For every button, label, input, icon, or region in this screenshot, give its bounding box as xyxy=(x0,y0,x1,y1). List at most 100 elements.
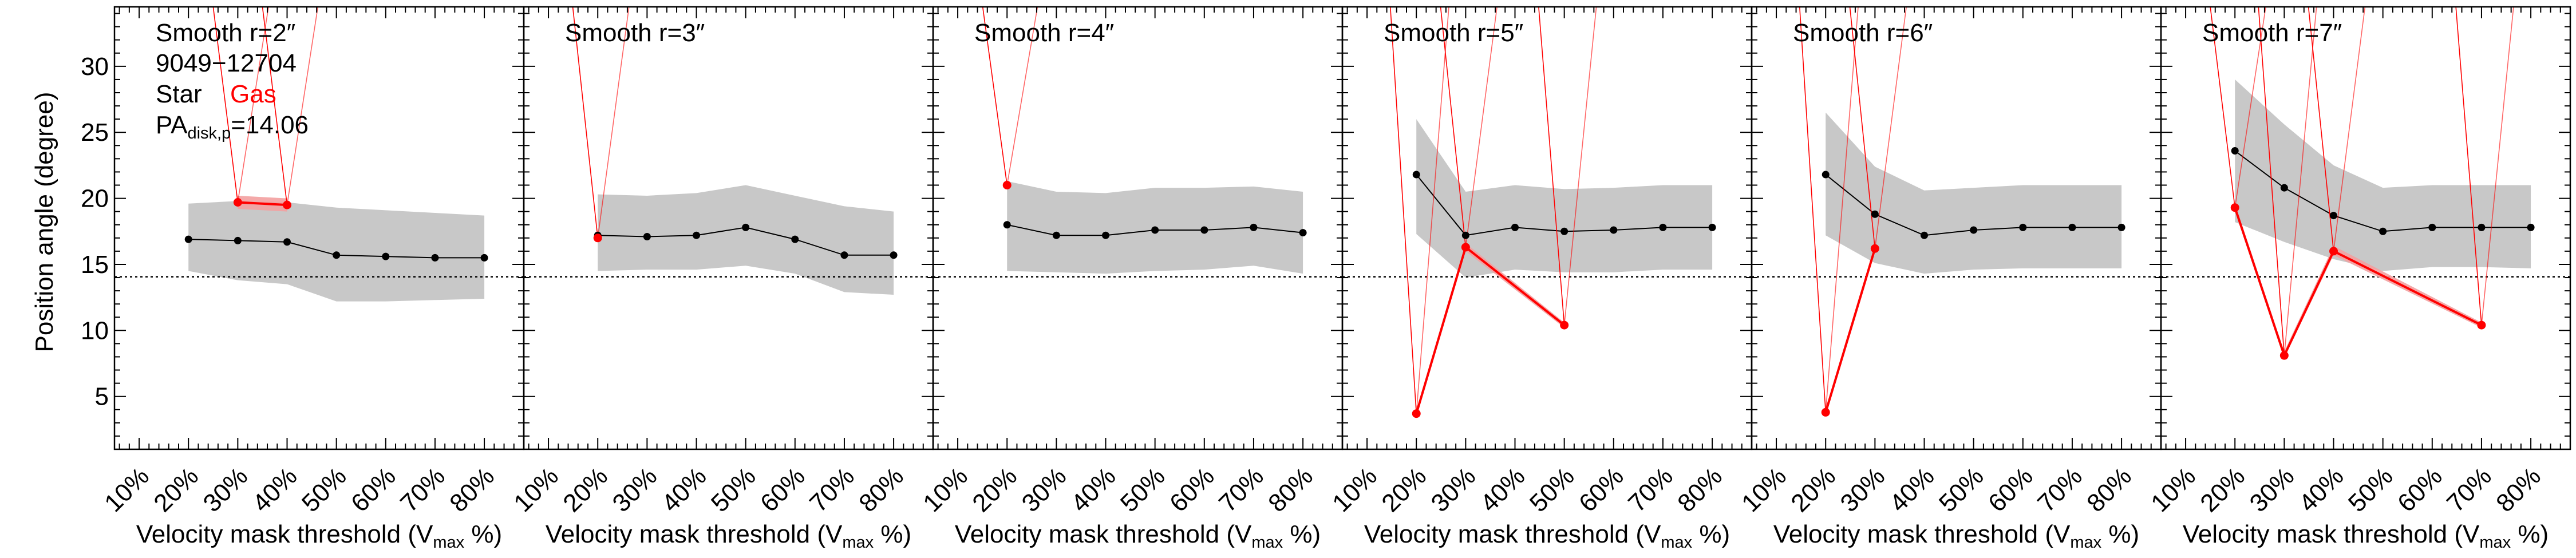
gas-point xyxy=(2230,203,2239,212)
x-axis-label-prefix: Velocity mask threshold (V xyxy=(136,520,433,548)
gas-ray xyxy=(286,7,319,205)
panel-title: Smooth r=4″ xyxy=(974,19,1114,47)
gas-point xyxy=(1461,243,1470,252)
pa-disk-label: PAdisk,p=14.06 xyxy=(156,111,309,143)
gas-legend-label: Gas xyxy=(230,80,276,108)
star-point xyxy=(742,223,750,231)
x-tick-label: 80% xyxy=(1263,462,1318,517)
star-point xyxy=(1822,171,1830,179)
x-tick-label: 70% xyxy=(1214,462,1269,517)
star-point xyxy=(2280,184,2288,192)
pa-value: =14.06 xyxy=(231,111,309,139)
gas-ray xyxy=(1465,7,1498,248)
plot-area xyxy=(1752,7,2161,417)
x-tick-label: 50% xyxy=(1524,462,1580,517)
x-tick-label: 80% xyxy=(2491,462,2546,517)
x-tick-label: 10% xyxy=(2146,462,2201,517)
x-tick-label: 30% xyxy=(1017,462,1072,517)
x-tick-label: 10% xyxy=(99,462,155,517)
plot-area xyxy=(524,7,933,295)
gas-ray xyxy=(1538,7,1565,326)
gas-ray xyxy=(2234,7,2266,208)
x-axis-label: Velocity mask threshold (Vmax %) xyxy=(1773,520,2139,552)
x-axis-label: Velocity mask threshold (Vmax %) xyxy=(136,520,502,552)
panel-title: Smooth r=2″ xyxy=(156,19,295,47)
star-point xyxy=(1659,223,1667,231)
x-tick-label: 30% xyxy=(2245,462,2300,517)
plot-area xyxy=(2161,7,2570,360)
panel-title: Smooth r=5″ xyxy=(1384,19,1523,47)
x-tick-label: 40% xyxy=(1884,462,1940,517)
panel-6: 10%20%30%40%50%60%70%80% Smooth r=7″ Veloc… xyxy=(2146,6,2571,552)
star-point xyxy=(1708,223,1716,231)
x-tick-label: 70% xyxy=(2441,462,2497,517)
x-tick-label: 50% xyxy=(706,462,761,517)
x-axis-label-suffix: %) xyxy=(2511,520,2549,548)
star-point xyxy=(2019,223,2027,231)
x-tick-label: 60% xyxy=(346,462,401,517)
y-tick-label: 15 xyxy=(81,251,109,279)
gas-ray xyxy=(2308,7,2334,251)
x-tick-label: 20% xyxy=(1785,462,1841,517)
x-axis-label: Velocity mask threshold (Vmax %) xyxy=(2183,520,2549,552)
star-point xyxy=(2068,223,2076,231)
star-point xyxy=(1102,231,1110,239)
star-point xyxy=(1560,227,1568,235)
y-tick-label: 25 xyxy=(81,118,109,147)
x-tick-label: 60% xyxy=(2392,462,2448,517)
x-tick-label: 60% xyxy=(1164,462,1220,517)
star-point xyxy=(1200,226,1208,234)
x-tick-label: 40% xyxy=(657,462,712,517)
panels: 5101520253010%20%30%40%50%60%70%80%Smoot… xyxy=(81,6,2571,552)
star-point xyxy=(1921,231,1929,239)
x-axis-label-prefix: Velocity mask threshold (V xyxy=(2183,520,2480,548)
legend-info: 9049−12704 Star Gas PAdisk,p=14.06 xyxy=(156,49,309,143)
x-tick-label: 40% xyxy=(2294,462,2349,517)
x-tick-label: 70% xyxy=(1623,462,1678,517)
gas-series-line xyxy=(238,201,287,207)
gas-point xyxy=(1560,320,1569,330)
x-tick-label: 20% xyxy=(1376,462,1432,517)
x-axis-label: Velocity mask threshold (Vmax %) xyxy=(546,520,911,552)
x-axis-label-prefix: Velocity mask threshold (V xyxy=(1364,520,1661,548)
gas-ray xyxy=(212,7,239,203)
gas-point xyxy=(1412,409,1421,418)
y-axis-label: Position angle (degree) xyxy=(30,92,58,353)
gas-ray xyxy=(982,7,1008,185)
star-point xyxy=(1052,231,1060,239)
gas-ray xyxy=(1416,7,1449,414)
gas-series-line xyxy=(1824,248,1876,413)
gas-point xyxy=(1821,407,1830,417)
star-point xyxy=(2478,223,2486,231)
x-tick-label: 50% xyxy=(297,462,352,517)
x-tick-label: 50% xyxy=(2343,462,2399,517)
star-point xyxy=(1871,210,1879,218)
gas-series-line xyxy=(2234,207,2482,359)
star-point xyxy=(1299,229,1307,237)
pa-prefix: PA xyxy=(156,111,188,139)
x-tick-label: 80% xyxy=(854,462,909,517)
star-point xyxy=(1610,226,1618,234)
gas-ray xyxy=(1799,7,1827,413)
gas-ray xyxy=(1563,7,1597,326)
star-point xyxy=(1003,221,1011,229)
star-point xyxy=(283,238,291,246)
x-axis-label: Velocity mask threshold (Vmax %) xyxy=(955,520,1321,552)
star-point xyxy=(234,236,242,244)
x-axis-label-suffix: %) xyxy=(1692,520,1730,548)
x-axis-label-subscript: max xyxy=(2070,533,2101,552)
x-axis-label-subscript: max xyxy=(1251,533,1283,552)
gas-point xyxy=(593,234,602,243)
pa-subscript: disk,p xyxy=(187,124,231,143)
x-tick-label: 60% xyxy=(1983,462,2038,517)
gas-ray xyxy=(2258,7,2285,356)
panel-4: 10%20%30%40%50%60%70%80% Smooth r=5″ Veloc… xyxy=(1327,6,1753,552)
x-tick-label: 80% xyxy=(2081,462,2137,517)
gas-point xyxy=(233,198,242,207)
star-uncertainty-band xyxy=(1416,119,1713,278)
star-point xyxy=(382,252,390,260)
star-point xyxy=(1412,171,1420,179)
gas-point xyxy=(1002,181,1012,190)
x-axis-label-suffix: %) xyxy=(464,520,502,548)
